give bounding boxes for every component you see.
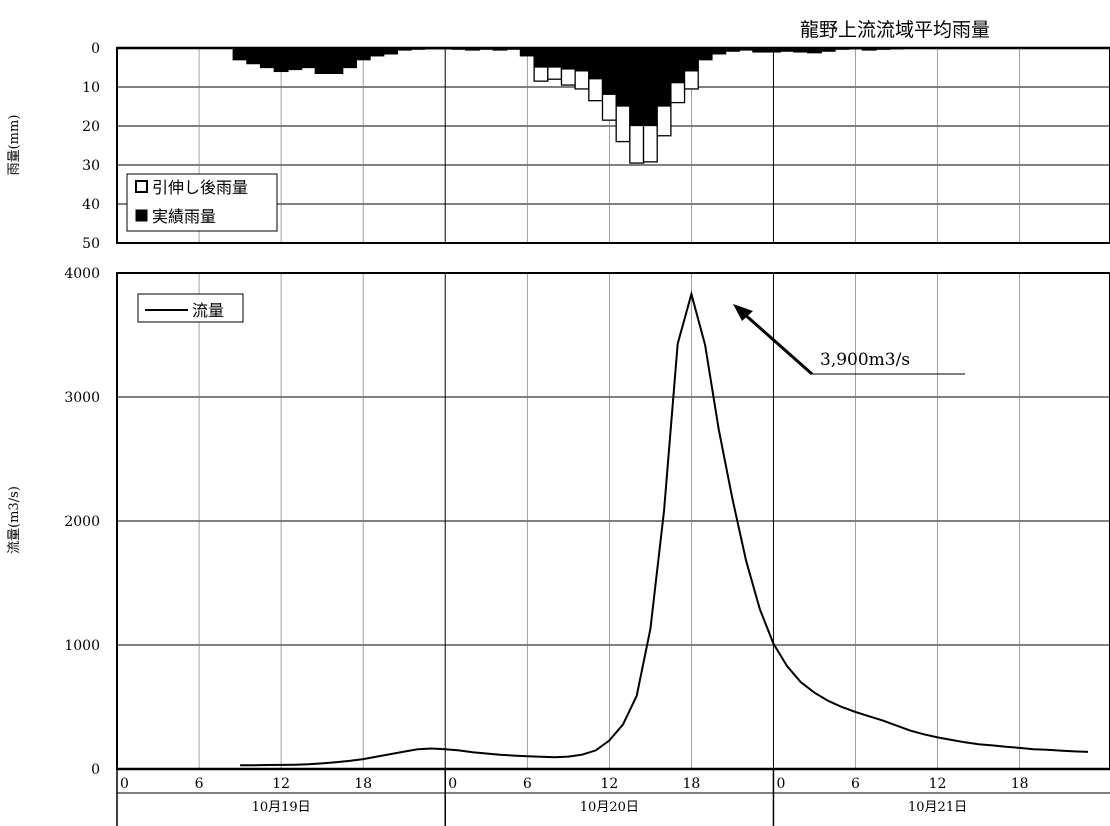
rain-bar-actual: [274, 47, 289, 72]
rain-bar-actual: [561, 47, 576, 70]
legend-swatch-extended: [135, 180, 148, 193]
x-tick-label: 0: [120, 776, 129, 792]
flow-series-line: [240, 290, 1089, 767]
rain-chart-title: 龍野上流流域平均雨量: [800, 19, 990, 41]
discharge-panel: 0 1000 2000 3000 4000: [64, 266, 1110, 778]
rain-bar-actual: [684, 47, 699, 72]
legend-label-flow: 流量: [192, 301, 224, 320]
flow-legend: 流量: [137, 293, 244, 323]
rain-bar-actual: [547, 47, 562, 68]
x-tick-label: 6: [851, 776, 860, 792]
rain-bar-actual: [698, 47, 713, 60]
flow-y-tick-label: 1000: [64, 638, 100, 654]
rain-y-tick-label: 0: [91, 41, 100, 57]
flow-legend-box: [137, 293, 244, 323]
rain-legend: 引伸し後雨量 実績雨量: [126, 173, 278, 232]
rain-y-tick-label: 30: [82, 158, 100, 174]
legend-swatch-actual: [135, 209, 148, 222]
x-tick-label: 18: [682, 776, 700, 792]
rain-bar-actual: [233, 47, 248, 60]
flow-y-tick-label: 2000: [64, 514, 100, 530]
rain-bar-actual: [301, 47, 316, 68]
day-label: 10月19日: [252, 800, 311, 815]
day-label: 10月21日: [908, 800, 967, 815]
annotation-arrow-head: [733, 304, 753, 321]
flow-y-tick-label: 4000: [64, 266, 100, 282]
legend-label-extended: 引伸し後雨量: [152, 178, 248, 197]
rain-bar-actual: [643, 47, 658, 127]
peak-annotation: 3,900m3/s: [733, 304, 965, 376]
annotation-arrow-shaft: [741, 310, 813, 376]
rain-bar-actual: [629, 47, 644, 127]
rain-bar-actual: [315, 47, 330, 74]
rain-bar-actual: [616, 47, 631, 107]
rain-y-tick-label: 10: [82, 80, 100, 96]
peak-label: 3,900m3/s: [820, 350, 910, 370]
rain-bar-actual: [260, 47, 275, 68]
rain-bar-actual: [246, 47, 261, 64]
x-tick-label: 18: [1011, 776, 1029, 792]
rain-bar-actual: [342, 47, 357, 68]
time-axis: 0 6 12 18 0 6 12 18 0 6 12 18 10月19日 10月20日 10月21日: [116, 769, 1110, 826]
rain-y-tick-label: 20: [82, 119, 100, 135]
flow-y-tick-label: 0: [91, 762, 100, 778]
rain-legend-box: [126, 173, 278, 232]
rainfall-panel: 0 10 20 30 40 50: [82, 41, 1110, 252]
rain-bar-actual: [287, 47, 302, 70]
rain-bar-actual: [356, 47, 371, 60]
rain-bar-actual: [588, 47, 603, 80]
flow-y-tick-label: 3000: [64, 390, 100, 406]
rain-bar-actual: [670, 47, 685, 84]
rain-bar-actual: [574, 47, 589, 72]
rain-bar-actual: [328, 47, 343, 74]
rain-y-tick-label: 50: [82, 236, 100, 252]
rain-y-axis-label: 雨量(mm): [7, 115, 22, 176]
x-tick-label: 6: [195, 776, 204, 792]
x-tick-label: 12: [272, 776, 290, 792]
rain-y-tick-label: 40: [82, 197, 100, 213]
x-tick-label: 18: [354, 776, 372, 792]
x-tick-label: 0: [448, 776, 457, 792]
rain-bar-actual: [657, 47, 672, 107]
flow-y-axis-label: 流量(m3/s): [7, 486, 22, 554]
legend-label-actual: 実績雨量: [152, 207, 216, 226]
x-tick-label: 6: [523, 776, 532, 792]
rain-bar-actual: [533, 47, 548, 68]
rain-bar-actual: [602, 47, 617, 95]
x-tick-label: 12: [600, 776, 618, 792]
x-tick-label: 0: [776, 776, 785, 792]
x-tick-label: 12: [929, 776, 947, 792]
day-label: 10月20日: [580, 800, 639, 815]
